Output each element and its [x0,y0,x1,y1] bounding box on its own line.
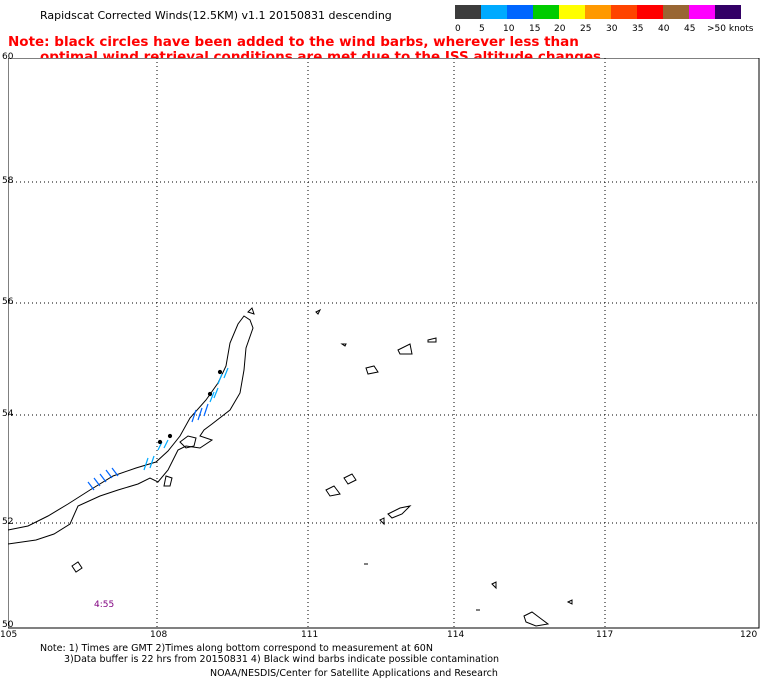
lat-label: 60 [2,52,14,62]
lon-label: 117 [596,630,614,640]
lat-label: 52 [2,517,14,527]
legend-swatch [637,5,663,19]
lon-label: 108 [150,630,168,640]
legend-swatch [533,5,559,19]
footer-note-2: 3)Data buffer is 22 hrs from 20150831 4)… [64,654,500,665]
legend-swatch [481,5,507,19]
legend-label: 25 [580,24,592,34]
legend-label: 45 [684,24,696,34]
lat-label: 54 [2,409,14,419]
lon-label: 120 [740,630,758,640]
lat-label: 56 [2,297,14,307]
legend-label: >50 knots [707,24,754,34]
footer-note-1: Note: 1) Times are GMT 2)Times along bot… [40,643,433,654]
coastlines [8,307,573,627]
map-gridlines [8,58,759,628]
legend-label: 5 [479,24,485,34]
legend-label: 15 [529,24,541,34]
legend-label: 35 [632,24,644,34]
legend-label: 30 [606,24,618,34]
legend-swatch [507,5,533,19]
note-line-1: Note: black circles have been added to t… [8,34,579,50]
legend-swatch [455,5,481,19]
footer-credit: NOAA/NESDIS/Center for Satellite Applica… [210,668,498,679]
legend-label: 40 [658,24,670,34]
legend-swatch [715,5,741,19]
chart-title: Rapidscat Corrected Winds(12.5KM) v1.1 2… [40,9,392,22]
legend-swatch [689,5,715,19]
legend-swatch [611,5,637,19]
legend-swatch [585,5,611,19]
wind-map [8,58,760,629]
legend-swatch [559,5,585,19]
legend-label: 0 [455,24,461,34]
legend-label: 20 [554,24,566,34]
time-label: 4:55 [94,600,115,610]
lon-label: 105 [0,630,18,640]
lat-label: 50 [2,620,14,630]
lat-label: 58 [2,176,14,186]
map-frame [8,58,760,629]
legend-swatch [663,5,689,19]
lon-label: 111 [301,630,319,640]
legend-label: 10 [503,24,515,34]
lon-label: 114 [447,630,465,640]
wind-barbs [87,367,229,491]
